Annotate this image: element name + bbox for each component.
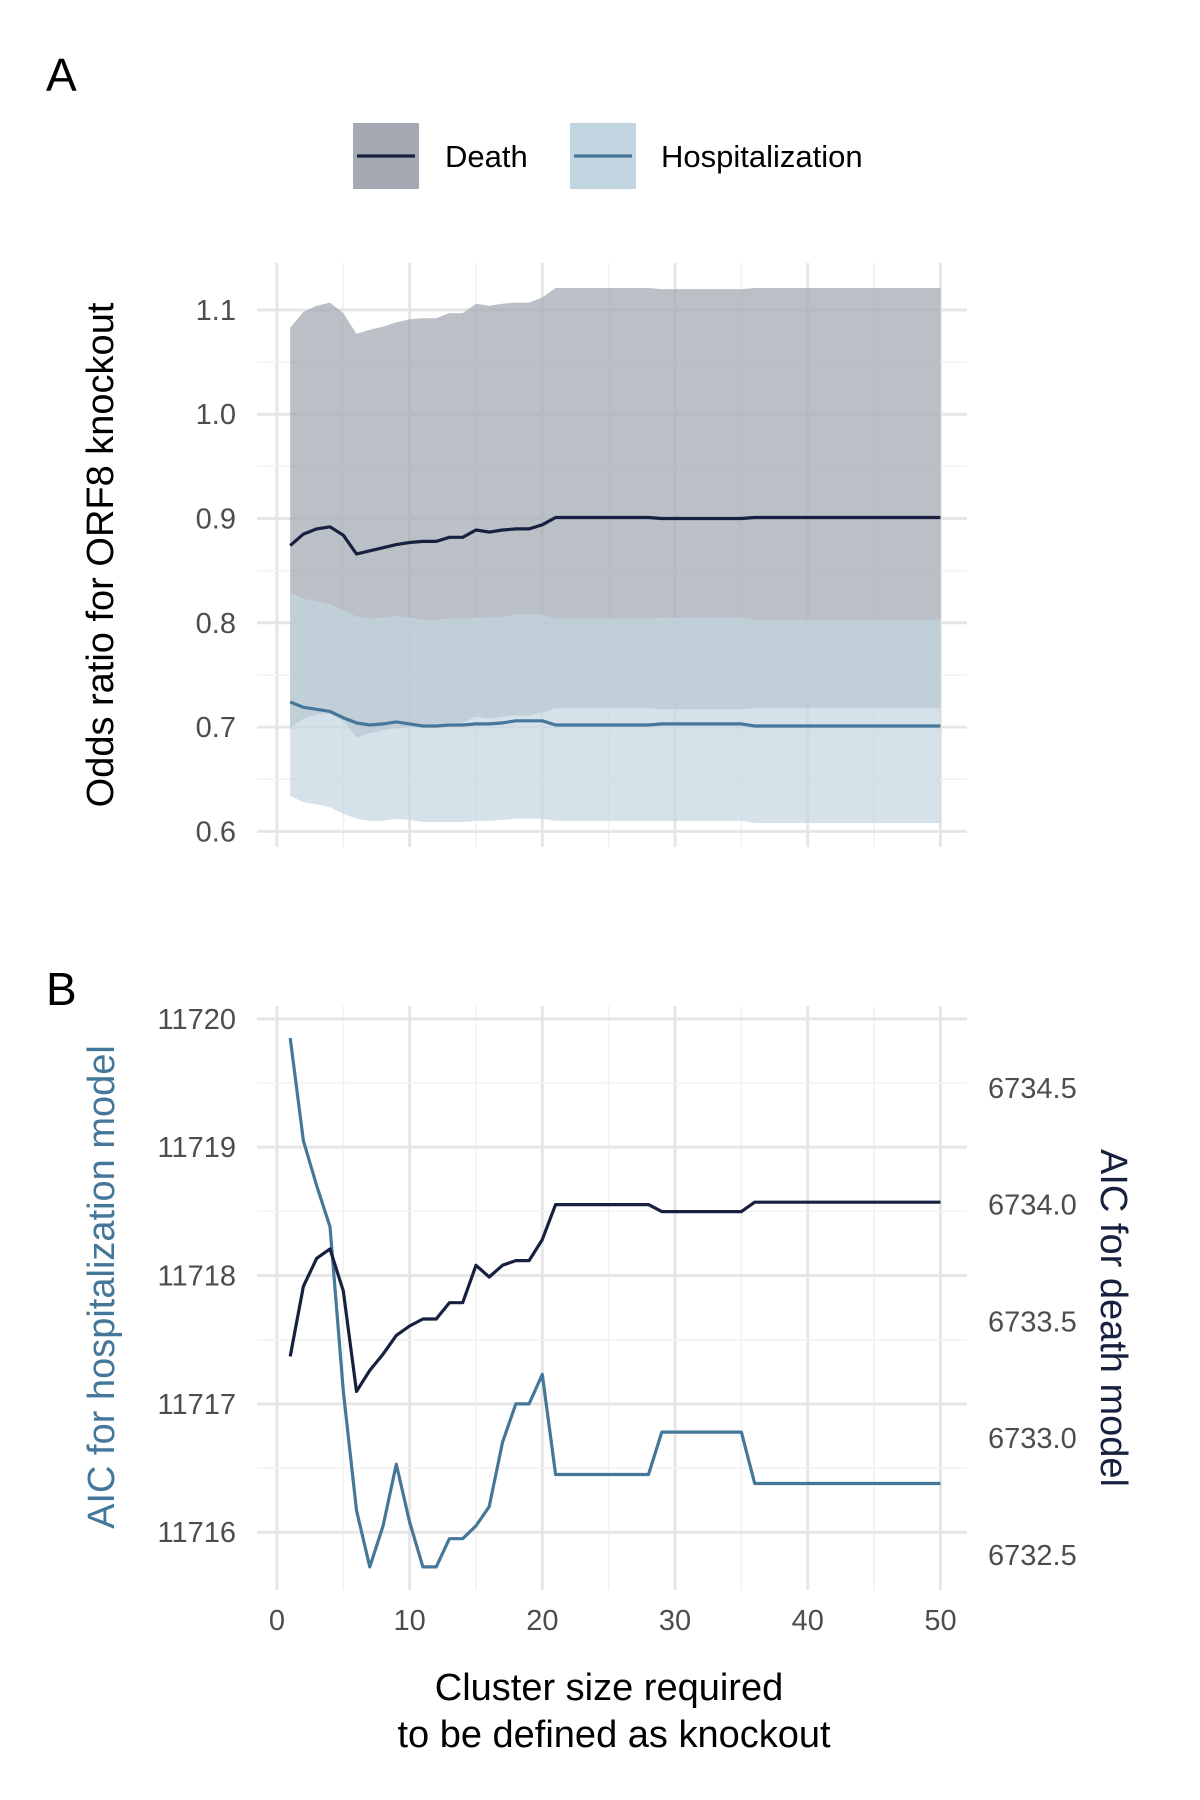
- panel-b-right-y-tick-label: 6733.5: [988, 1306, 1077, 1338]
- line-death: [289, 515, 941, 556]
- panel-a-ribbons: [290, 288, 941, 823]
- panel-b-x-axis-title-line-2: to be defined as knockout: [397, 1714, 831, 1756]
- legend-label-death: Death: [445, 139, 528, 174]
- panel-b-left-y-tick-label: 11716: [158, 1517, 237, 1549]
- panel-a-y-tick-label: 1.0: [196, 399, 236, 431]
- panel-a-y-tick-label: 0.6: [196, 816, 236, 848]
- panel-b-right-y-tick-label: 6733.0: [988, 1423, 1077, 1455]
- panel-b-left-y-tick-label: 11720: [158, 1004, 237, 1036]
- legend: Death Hospitalization: [353, 123, 863, 189]
- panel-b-grid: [257, 1006, 967, 1590]
- panel-b-x-tick-label: 40: [792, 1605, 824, 1637]
- panel-b-x-axis-title-line-1: Cluster size required: [435, 1667, 783, 1709]
- panel-b-x-tick-label: 50: [924, 1605, 956, 1637]
- panel-b-right-y-tick-label: 6734.5: [988, 1073, 1077, 1105]
- panel-b-left-y-tick-labels: 11716 11717 11718 11719 11720: [158, 1004, 237, 1549]
- panel-b-label: B: [46, 963, 77, 1015]
- panel-b-left-y-tick-label: 11717: [158, 1389, 237, 1421]
- panel-b-right-y-tick-label: 6732.5: [988, 1540, 1077, 1572]
- panel-a-y-tick-labels: 0.6 0.7 0.8 0.9 1.0 1.1: [196, 295, 236, 848]
- panel-b-left-y-axis-title: AIC for hospitalization model: [81, 1045, 123, 1529]
- ribbon-hospitalization: [290, 592, 941, 823]
- panel-a-plot: 0.6 0.7 0.8 0.9 1.0 1.1: [196, 263, 967, 848]
- panel-a-lines: [289, 515, 941, 728]
- panel-b-left-y-tick-label: 11718: [158, 1261, 237, 1293]
- panel-b-right-y-tick-labels: 6732.5 6733.0 6733.5 6734.0 6734.5: [988, 1073, 1077, 1572]
- aic-line-hospitalization: [288, 1037, 941, 1569]
- panel-b-lines: [288, 1037, 941, 1569]
- panel-a-y-tick-label: 1.1: [196, 295, 236, 327]
- panel-b-x-tick-labels: 0 10 20 30 40 50: [269, 1605, 957, 1637]
- line-hospitalization: [289, 700, 941, 728]
- panel-b-right-y-tick-label: 6734.0: [988, 1190, 1077, 1222]
- panel-a-y-tick-label: 0.8: [196, 608, 236, 640]
- panel-b-x-tick-label: 30: [659, 1605, 691, 1637]
- panel-b-x-tick-label: 20: [526, 1605, 558, 1637]
- panel-b-x-tick-label: 10: [393, 1605, 425, 1637]
- panel-b-left-y-tick-label: 11719: [158, 1132, 237, 1164]
- aic-line-death: [288, 1200, 941, 1394]
- panel-b-right-y-axis-title: AIC for death model: [1092, 1149, 1134, 1487]
- panel-a-label: A: [46, 49, 77, 101]
- panel-a-y-tick-label: 0.9: [196, 504, 236, 536]
- legend-label-hospitalization: Hospitalization: [661, 139, 863, 174]
- panel-b-x-tick-label: 0: [269, 1605, 285, 1637]
- panel-a-y-axis-title: Odds ratio for ORF8 knockout: [80, 302, 122, 807]
- panel-a-y-tick-label: 0.7: [196, 712, 236, 744]
